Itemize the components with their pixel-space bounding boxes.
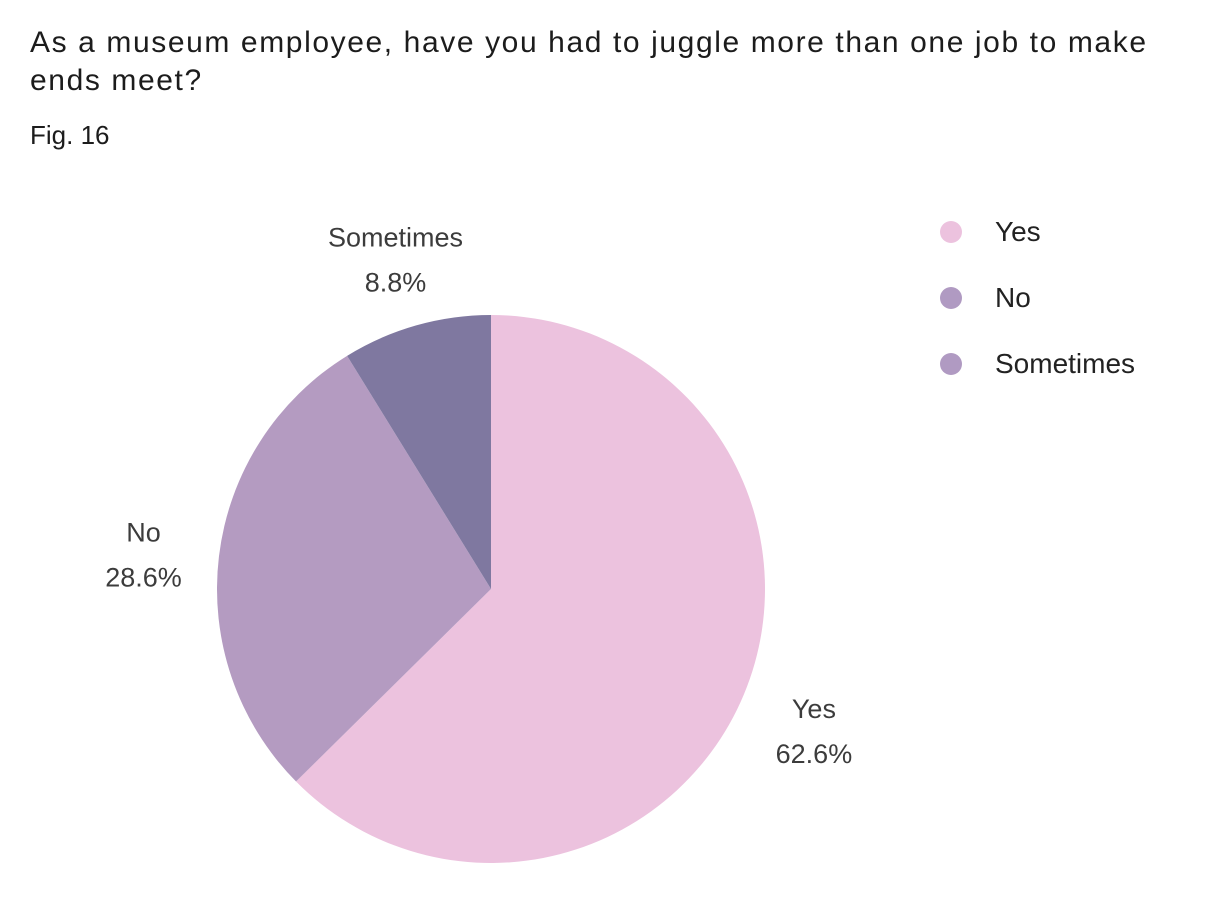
pie-slice-sometimes — [347, 315, 491, 589]
slice-value-yes: 62.6% — [776, 739, 853, 769]
slice-label-no: No — [126, 517, 161, 547]
legend-label-yes: Yes — [995, 216, 1041, 247]
legend-item-yes: Yes — [940, 212, 1135, 252]
legend-swatch-sometimes — [940, 353, 962, 375]
pie-labels: Yes 62.6% No 28.6% Sometimes 8.8% — [105, 222, 852, 769]
pie-chart: Yes 62.6% No 28.6% Sometimes 8.8% — [105, 222, 852, 863]
legend-swatch-no — [940, 287, 962, 309]
chart-legend: Yes No Sometimes — [940, 212, 1135, 410]
chart-title: As a museum employee, have you had to ju… — [30, 26, 1148, 97]
figure-label: Fig. 16 — [30, 120, 110, 150]
slice-value-no: 28.6% — [105, 562, 182, 592]
legend-item-sometimes: Sometimes — [940, 344, 1135, 384]
pie-slices — [217, 315, 765, 863]
pie-slice-no — [217, 355, 491, 782]
legend-label-no: No — [995, 282, 1031, 313]
legend-label-sometimes: Sometimes — [995, 348, 1136, 379]
legend-item-no: No — [940, 278, 1135, 318]
slice-label-sometimes: Sometimes — [328, 222, 463, 252]
pie-slice-yes — [296, 315, 765, 863]
slice-label-yes: Yes — [792, 694, 836, 724]
slice-value-sometimes: 8.8% — [365, 267, 427, 297]
legend-swatch-yes — [940, 221, 962, 243]
